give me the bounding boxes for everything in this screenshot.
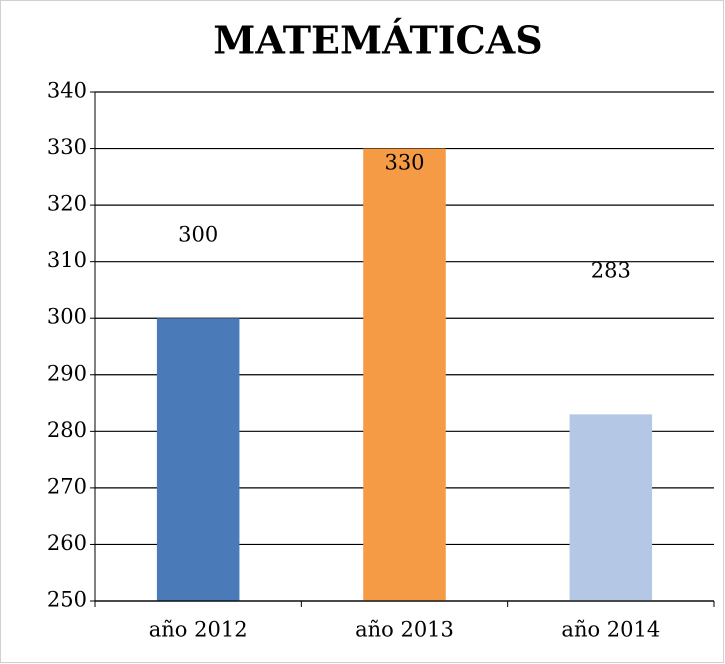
y-tick-label: 260 (47, 531, 87, 555)
data-label: 330 (384, 151, 424, 175)
y-tick-label: 280 (47, 418, 87, 442)
x-tick-label: año 2012 (149, 618, 248, 642)
y-tick-label: 310 (47, 248, 87, 272)
x-tick-label: año 2013 (355, 618, 454, 642)
data-label: 283 (591, 259, 631, 283)
y-tick-label: 250 (47, 588, 87, 612)
y-tick-label: 270 (47, 474, 87, 498)
y-tick-label: 320 (47, 192, 87, 216)
y-tick-label: 300 (47, 305, 87, 329)
bar (363, 148, 446, 602)
y-tick-label: 330 (47, 135, 87, 159)
y-tick-label: 290 (47, 361, 87, 385)
data-label: 300 (178, 223, 218, 247)
bar (156, 318, 240, 601)
x-tick-label: año 2014 (561, 618, 660, 642)
chart-title: MATEMÁTICAS (213, 18, 542, 63)
bar (569, 414, 653, 601)
y-tick-label: 340 (47, 79, 87, 103)
